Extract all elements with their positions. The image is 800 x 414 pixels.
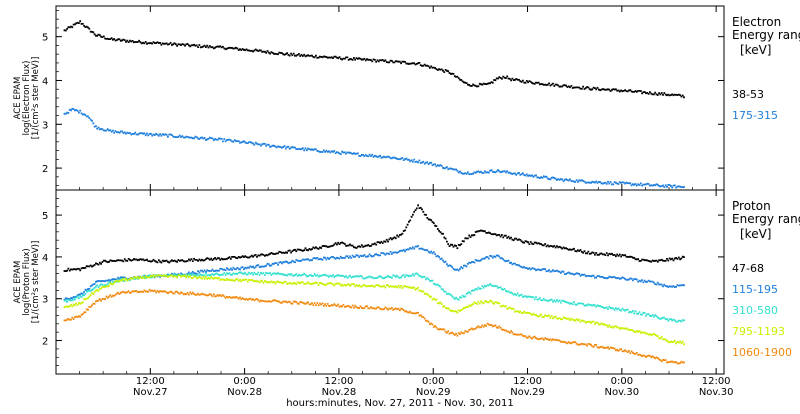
panel-0-legend-subtitle: Energy ranges: [732, 28, 800, 42]
x-axis-title: hours:minutes, Nov. 27, 2011 - Nov. 30, …: [286, 398, 514, 409]
legend-entry-115-195: 115-195: [732, 283, 778, 296]
panel-1-ylabel: [1/(cm²s ster MeV)]: [31, 241, 41, 324]
x-tick-time-label: 12:00: [325, 376, 354, 387]
x-tick-time-label: 12:00: [702, 376, 731, 387]
panel-1-ylabel: log(Proton Flux): [22, 248, 32, 315]
x-tick-time-label: 12:00: [136, 376, 165, 387]
legend-entry-175-315: 175-315: [732, 109, 778, 122]
x-tick-time-label: 0:00: [611, 376, 633, 387]
panel-0-legend-units: [keV]: [740, 43, 771, 57]
series-175-315-line: [63, 107, 685, 189]
panel-1-ylabel: ACE EPAM: [13, 261, 23, 304]
series-38-53-line: [63, 20, 685, 99]
panel-0-ylabel: [1/(cm²s ster MeV)]: [31, 57, 41, 140]
panel-1-ytick-label: 5: [42, 211, 48, 222]
panel-0-ylabel: ACE EPAM: [13, 77, 23, 120]
series-795-1193-line: [63, 274, 685, 346]
x-tick-date-label: Nov.29: [510, 387, 545, 398]
legend-entry-1060-1900: 1060-1900: [732, 346, 792, 359]
panel-0-ylabel: log(Electron Flux): [22, 61, 32, 136]
x-tick-date-label: Nov.28: [322, 387, 357, 398]
x-tick-time-label: 0:00: [233, 376, 255, 387]
x-tick-date-label: Nov.29: [416, 387, 451, 398]
panel-1-ytick-label: 2: [42, 337, 48, 348]
panel-1-legend-units: [keV]: [740, 227, 771, 241]
x-tick-time-label: 12:00: [513, 376, 542, 387]
panel-0-ytick-label: 4: [42, 76, 48, 87]
panel-0-ytick-label: 5: [42, 33, 48, 44]
legend-entry-795-1193: 795-1193: [732, 325, 785, 338]
series-1060-1900-line: [63, 288, 685, 365]
legend-entry-38-53: 38-53: [732, 88, 764, 101]
x-tick-date-label: Nov.30: [699, 387, 734, 398]
panel-1-ytick-label: 4: [42, 253, 48, 264]
panel-1-frame: [55, 189, 725, 375]
panel-1-ytick-label: 3: [42, 295, 48, 306]
x-tick-time-label: 0:00: [422, 376, 444, 387]
panel-1-legend-subtitle: Energy ranges: [732, 212, 800, 226]
panel-1-legend-title: Proton: [732, 199, 771, 213]
x-tick-date-label: Nov.28: [227, 387, 262, 398]
legend-entry-310-580: 310-580: [732, 304, 778, 317]
x-tick-date-label: Nov.30: [605, 387, 640, 398]
x-tick-date-label: Nov.27: [133, 387, 168, 398]
series-47-68-line: [63, 204, 685, 272]
panel-0-ytick-label: 2: [42, 164, 48, 175]
panel-0-legend-title: Electron: [732, 15, 781, 29]
legend-entry-47-68: 47-68: [732, 262, 764, 275]
series-310-580-line: [63, 271, 685, 323]
panel-0-frame: [55, 5, 725, 191]
panel-0-ytick-label: 3: [42, 120, 48, 131]
